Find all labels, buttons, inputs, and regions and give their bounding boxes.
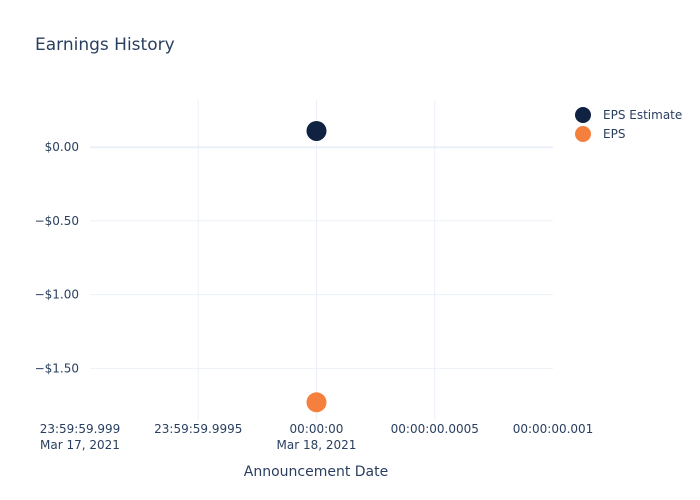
x-tick-label: 23:59:59.9995 [154,422,242,436]
y-tick-label: $0.00 [45,140,79,154]
data-points [306,120,327,413]
legend-marker [575,107,591,123]
x-axis-ticks: 23:59:59.999 Mar 17, 2021 23:59:59.9995 00:… [40,422,594,452]
x-tick-date-label: Mar 17, 2021 [40,438,120,452]
x-tick-label: 23:59:59.999 [40,422,121,436]
legend-label: EPS Estimate [603,108,682,122]
legend-marker [575,126,591,142]
x-tick-label: 00:00:00.001 [513,422,594,436]
legend-label: EPS [603,127,625,141]
chart-title: Earnings History [35,35,175,55]
y-tick-label: −$0.50 [35,214,79,228]
y-tick-label: −$1.00 [35,288,79,302]
legend: EPS Estimate EPS [575,107,682,142]
grid-lines [90,100,553,420]
x-tick-label: 00:00:00 [290,422,344,436]
data-point[interactable] [306,120,327,141]
data-point[interactable] [306,392,327,413]
x-tick-date-label: Mar 18, 2021 [277,438,357,452]
x-tick-label: 00:00:00.0005 [391,422,479,436]
y-tick-label: −$1.50 [35,361,79,375]
y-axis-ticks: $0.00 −$0.50 −$1.00 −$1.50 [35,140,79,375]
x-axis-label: Announcement Date [244,464,388,480]
